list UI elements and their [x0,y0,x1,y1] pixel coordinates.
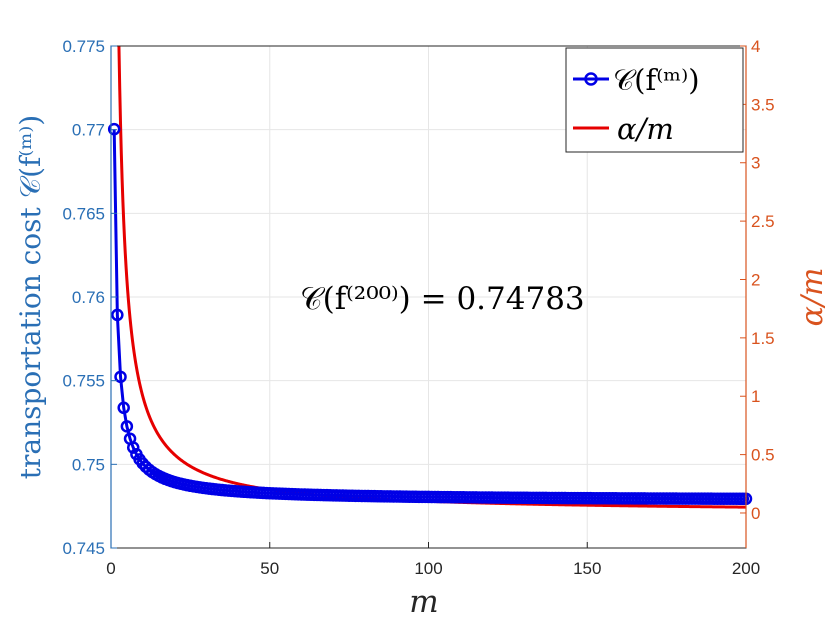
legend: 𝒞(f⁽ᵐ⁾) α/m [565,47,744,153]
cost-point [107,122,121,136]
x-tick-label: 50 [260,559,279,578]
left-y-tick-label: 0.75 [72,455,105,474]
x-tick-label: 150 [573,559,601,578]
left-y-tick-label: 0.745 [62,539,105,558]
left-y-axis-label: transportation cost 𝒞(f⁽ᵐ⁾) [14,115,47,479]
cost-point [114,370,127,384]
annotation: 𝒞(f⁽²⁰⁰⁾) = 0.74783 [300,281,585,317]
x-tick-label: 0 [106,559,115,578]
x-axis-label: m [409,584,438,620]
left-y-tick-label: 0.775 [62,37,105,56]
right-y-tick-label: 0 [751,504,760,523]
cost-point [136,457,149,470]
right-y-axis-label: α/m [795,268,830,327]
cost-point [111,308,124,322]
cost-point [117,401,130,415]
cost-point [126,441,140,454]
legend-alpha-label: α/m [617,112,674,146]
right-y-tick-label: 1 [751,387,760,406]
right-y-tick-label: 0.5 [751,446,775,465]
right-y-tick-label: 1.5 [751,329,775,348]
right-y-tick-label: 3 [751,154,760,173]
right-y-tick-label: 3.5 [751,95,775,114]
legend-cost-label: 𝒞(f⁽ᵐ⁾) [613,63,700,97]
right-y-tick-label: 4 [751,37,760,56]
right-y-tick-label: 2.5 [751,212,775,231]
left-y-tick-label: 0.765 [62,204,105,223]
left-y-tick-label: 0.77 [72,121,105,140]
legend-cost-marker [584,72,598,86]
cost-point [120,420,134,433]
legend-box [565,47,744,153]
left-y-tick-label: 0.76 [72,288,105,307]
left-y-tick-label: 0.755 [62,372,105,391]
right-y-tick-label: 2 [751,270,760,289]
x-tick-label: 200 [732,559,760,578]
ticks: 0 50 100 150 200 0.745 0.75 0.755 0.76 0.765 0.77 0… [62,37,774,578]
x-tick-label: 100 [414,559,442,578]
cost-series [107,122,753,506]
